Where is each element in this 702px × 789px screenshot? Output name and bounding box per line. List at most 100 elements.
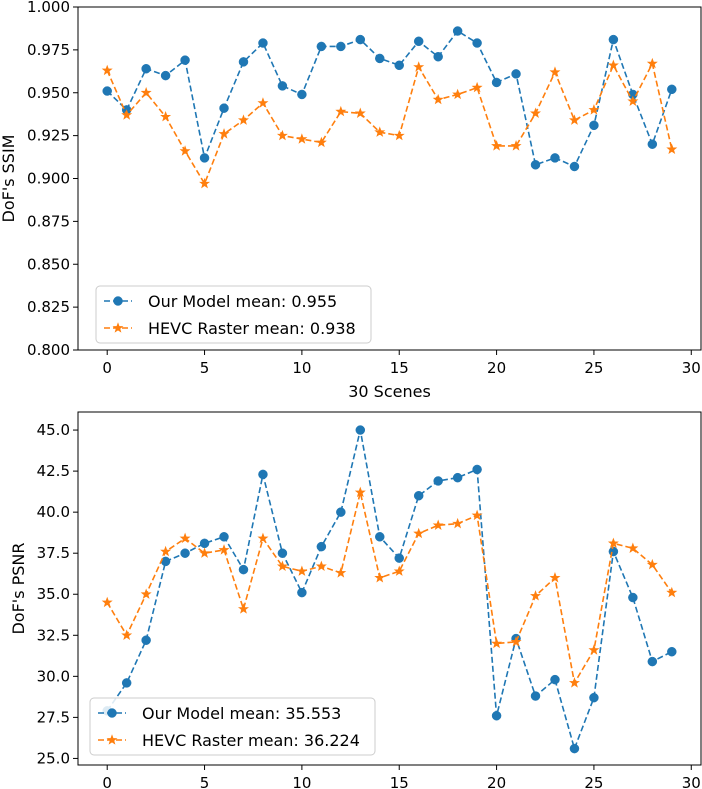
y-tick-label: 0.950 [27, 84, 70, 102]
data-point [355, 34, 366, 45]
data-point [394, 553, 404, 563]
data-point [121, 109, 133, 120]
data-point [646, 558, 658, 570]
data-point [336, 507, 346, 517]
data-point [550, 674, 560, 685]
data-point [101, 64, 113, 76]
data-point [354, 486, 366, 498]
data-point [237, 603, 249, 614]
data-point [102, 86, 112, 96]
data-point [588, 104, 600, 115]
data-point [667, 84, 677, 95]
data-point [258, 469, 268, 480]
legend: Our Model mean: 0.955 HEVC Raster mean: 0… [95, 285, 372, 344]
data-point [160, 545, 172, 557]
data-point [141, 63, 151, 74]
y-tick-label: 0.925 [27, 127, 70, 145]
data-point [628, 592, 638, 603]
series-line [106, 492, 673, 686]
data-point [160, 556, 171, 567]
data-point [238, 564, 249, 575]
data-point [510, 140, 522, 151]
y-tick-label: 27.5 [37, 708, 70, 726]
y-tick-label: 30.0 [37, 667, 70, 685]
data-point [413, 61, 425, 72]
data-point [199, 153, 210, 163]
data-point [667, 646, 677, 657]
data-point [550, 153, 560, 163]
data-point [297, 89, 307, 100]
data-point [375, 53, 385, 64]
data-point [472, 464, 482, 475]
data-point [530, 691, 541, 701]
data-point [589, 692, 599, 703]
data-point [530, 590, 541, 601]
data-point [471, 509, 483, 521]
legend: Our Model mean: 35.553 HEVC Raster mean: … [89, 697, 376, 756]
x-tick-label: 25 [584, 774, 603, 789]
data-point [316, 541, 327, 552]
data-point [568, 114, 580, 125]
x-tick-label: 10 [292, 774, 311, 789]
legend-box [95, 285, 372, 344]
chart-psnr: 25.0 27.5 30.0 32.5 35.0 37.5 40.0 42.5 45.0 0 5 10… [9, 411, 702, 789]
data-point [452, 26, 463, 36]
data-point [549, 66, 561, 77]
data-point [219, 103, 229, 113]
legend-entry: Our Model mean: 35.553 [142, 704, 341, 723]
x-tick-label: 20 [487, 774, 506, 789]
y-tick-label: 40.0 [37, 503, 70, 521]
data-point [218, 544, 230, 555]
data-point [393, 565, 405, 576]
data-point [530, 160, 541, 170]
legend-marker [106, 734, 118, 745]
data-point [101, 596, 113, 608]
data-point [666, 143, 678, 155]
x-tick-label: 20 [487, 359, 506, 377]
data-point [160, 70, 171, 81]
data-point [180, 55, 190, 65]
y-tick-label: 0.850 [27, 255, 70, 273]
data-point [121, 678, 132, 688]
y-axis-label: DoF's PSNR [9, 542, 28, 634]
data-point [199, 538, 210, 549]
data-point [491, 140, 503, 151]
legend-entry: HEVC Raster mean: 36.224 [142, 731, 360, 750]
legend-entry: Our Model mean: 0.955 [148, 292, 337, 311]
data-point [218, 128, 230, 139]
data-point [589, 120, 599, 131]
data-point [316, 41, 327, 52]
data-point [569, 161, 580, 172]
legend-marker [112, 322, 124, 333]
data-point [666, 586, 678, 598]
data-point [647, 656, 658, 667]
data-point [433, 476, 443, 486]
legend-box [89, 697, 376, 756]
data-point [491, 77, 502, 88]
data-point [452, 517, 464, 529]
data-point [277, 548, 288, 558]
x-tick-label: 30 [682, 359, 701, 377]
data-point [569, 743, 580, 754]
y-tick-label: 35.0 [37, 585, 70, 603]
data-point [315, 560, 327, 572]
data-point [179, 145, 191, 156]
data-point [472, 38, 482, 48]
plot-frame [77, 6, 702, 351]
data-point [354, 107, 366, 118]
data-point [238, 114, 249, 125]
x-tick-label: 0 [102, 774, 112, 789]
data-point [315, 136, 327, 148]
y-tick-label: 0.875 [27, 212, 70, 230]
data-point [627, 542, 639, 553]
data-point [335, 567, 347, 578]
data-point [530, 107, 541, 118]
data-point [276, 560, 288, 572]
legend-marker [107, 708, 117, 718]
x-tick-label: 30 [682, 774, 701, 789]
data-point [607, 537, 619, 549]
data-point [394, 60, 404, 71]
data-point [296, 133, 308, 144]
data-point [276, 129, 288, 141]
y-tick-label: 0.900 [27, 170, 70, 188]
